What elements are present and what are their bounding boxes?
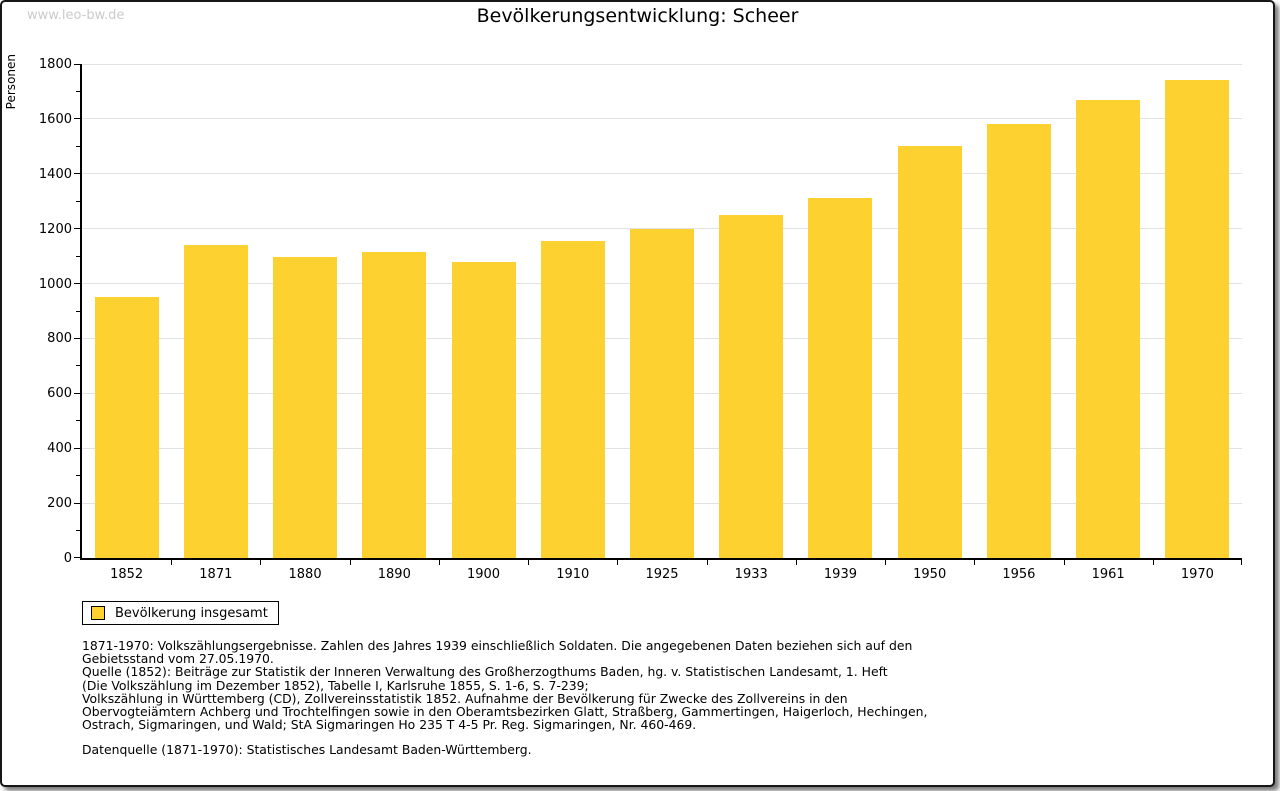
y-tick-800	[74, 337, 80, 339]
y-minortick-100	[76, 530, 80, 532]
bar-1970	[1165, 80, 1230, 558]
y-tick-label-800: 800	[47, 331, 72, 347]
y-minortick-1300	[76, 200, 80, 202]
y-tick-label-1600: 1600	[38, 111, 72, 127]
x-boundary-tick-1	[171, 560, 173, 565]
x-boundary-tick-4	[438, 560, 440, 565]
y-tick-1600	[74, 118, 80, 120]
x-boundary-tick-6	[617, 560, 619, 565]
y-minortick-500	[76, 420, 80, 422]
gridline-1800	[82, 63, 1242, 65]
legend: Bevölkerung insgesamt	[82, 601, 279, 625]
y-tick-label-1400: 1400	[38, 166, 72, 182]
y-tick-0	[74, 557, 80, 558]
datasource-note: Datenquelle (1871-1970): Statistisches L…	[82, 742, 532, 757]
bar-1933	[719, 214, 784, 558]
x-tick-label-1880: 1880	[288, 567, 322, 582]
x-boundary-tick-3	[349, 560, 351, 565]
gridline-1600	[82, 118, 1242, 120]
footnote-line-3: Quelle (1852): Beiträge zur Statistik de…	[82, 664, 888, 680]
x-tick-label-1933: 1933	[734, 567, 768, 582]
bar-1961	[1076, 99, 1141, 558]
legend-swatch-icon	[91, 606, 105, 620]
footnote-line-7: Ostrach, Sigmaringen, und Wald; StA Sigm…	[82, 717, 697, 733]
x-boundary-tick-2	[260, 560, 262, 565]
x-tick-label-1956: 1956	[1002, 567, 1036, 582]
y-tick-200	[74, 502, 80, 504]
y-tick-label-200: 200	[47, 496, 72, 512]
x-boundary-tick-9	[885, 560, 887, 565]
x-tick-label-1871: 1871	[199, 567, 233, 582]
x-boundary-tick-13	[1241, 560, 1242, 565]
x-boundary-tick-8	[795, 560, 797, 565]
watermark-leo-bw: www.leo-bw.de	[27, 8, 125, 23]
y-tick-label-600: 600	[47, 386, 72, 402]
y-tick-600	[74, 392, 80, 394]
y-minortick-1500	[76, 145, 80, 147]
footnote-line-6: Obervogteiämtern Achberg und Trochtelfin…	[82, 704, 928, 720]
x-boundary-tick-10	[974, 560, 976, 565]
y-minortick-900	[76, 310, 80, 312]
y-tick-1400	[74, 173, 80, 175]
bar-1950	[897, 146, 962, 558]
x-boundary-tick-7	[706, 560, 708, 565]
bar-1900	[451, 261, 516, 558]
source-footnote: 1871-1970: Volkszählungsergebnisse. Zahl…	[82, 638, 928, 733]
x-boundary-tick-5	[528, 560, 530, 565]
x-tick-label-1939: 1939	[823, 567, 857, 582]
gridline-1200	[82, 228, 1242, 230]
bar-1956	[986, 124, 1051, 558]
y-tick-1800	[74, 63, 80, 65]
x-tick-label-1970: 1970	[1180, 567, 1214, 582]
gridline-1400	[82, 173, 1242, 175]
bar-1939	[808, 198, 873, 558]
footnote-line-4: (Die Volkszählung im Dezember 1852), Tab…	[82, 677, 589, 693]
bar-1871	[183, 245, 248, 558]
y-tick-label-1800: 1800	[38, 57, 72, 72]
y-minortick-700	[76, 365, 80, 367]
x-tick-label-1852: 1852	[110, 567, 144, 582]
x-tick-label-1961: 1961	[1091, 567, 1125, 582]
bar-1880	[273, 257, 338, 558]
y-tick-1000	[74, 283, 80, 285]
y-tick-1200	[74, 228, 80, 230]
legend-label: Bevölkerung insgesamt	[115, 605, 268, 621]
x-boundary-tick-11	[1063, 560, 1065, 565]
bar-1852	[94, 297, 159, 558]
y-tick-label-1200: 1200	[38, 221, 72, 237]
footnote-line-2: Gebietsstand vom 27.05.1970.	[82, 651, 274, 667]
bar-1925	[630, 228, 694, 558]
y-tick-label-400: 400	[47, 441, 72, 457]
x-boundary-tick-12	[1152, 560, 1154, 565]
bar-1910	[540, 241, 605, 558]
x-tick-label-1890: 1890	[377, 567, 411, 582]
y-tick-label-1000: 1000	[38, 276, 72, 292]
y-minortick-1100	[76, 255, 80, 257]
x-tick-label-1950: 1950	[913, 567, 947, 582]
y-minortick-300	[76, 475, 80, 477]
chart-title: Bevölkerungsentwicklung: Scheer	[476, 5, 799, 27]
footnote-line-5: Volkszählung in Württemberg (CD), Zollve…	[82, 690, 848, 706]
plot-area: 0 200 400 600 800 1000 1200 1400 1600 1800 1852 187…	[39, 57, 1242, 582]
x-tick-label-1925: 1925	[645, 567, 679, 582]
y-tick-400	[74, 447, 80, 449]
y-minortick-1700	[76, 90, 80, 92]
y-tick-label-0: 0	[63, 551, 72, 566]
y-axis-title: Personen	[4, 54, 18, 110]
bar-1890	[362, 252, 427, 558]
footnote-line-1: 1871-1970: Volkszählungsergebnisse. Zahl…	[82, 638, 913, 653]
x-tick-label-1910: 1910	[556, 567, 590, 582]
x-tick-label-1900: 1900	[466, 567, 501, 582]
